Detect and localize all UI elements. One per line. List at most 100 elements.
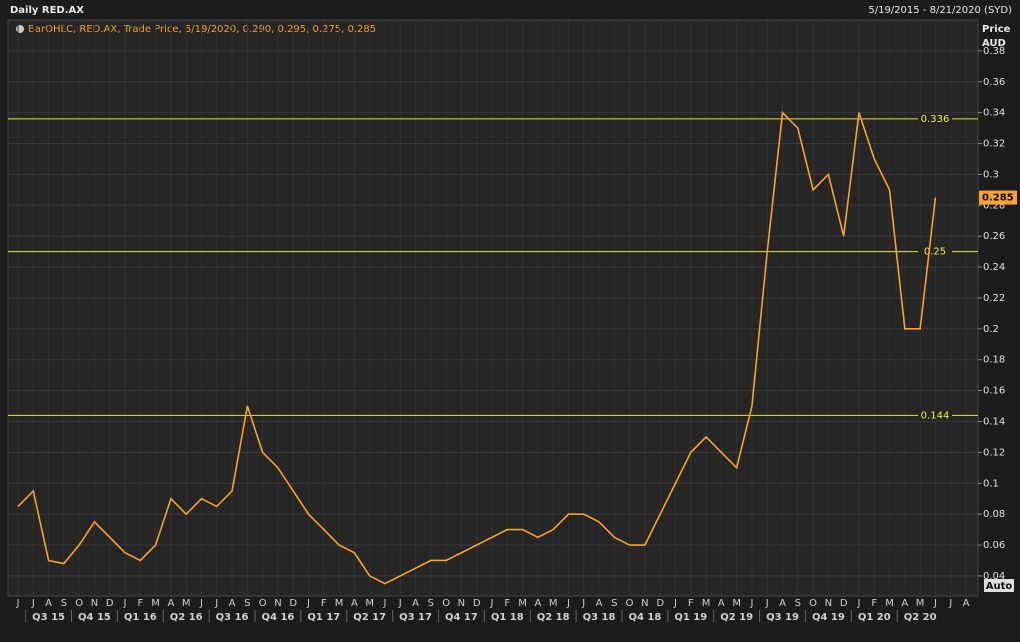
x-tick-label: S [428,598,434,609]
x-tick-label: M [702,598,711,609]
y-tick-label: 0.04 [983,571,1005,582]
x-tick-label: J [856,598,860,609]
y-tick-label: 0.32 [983,139,1005,150]
x-tick-label: J [749,598,753,609]
y-tick-label: 0.2 [983,324,999,335]
x-tick-label: M [335,598,344,609]
quarter-label: Q1 17 [307,612,340,623]
price-line [17,110,937,585]
plot-area [7,19,979,597]
legend-icon [16,25,24,33]
y-tick-label: 0.34 [983,108,1005,119]
quarter-label: Q3 15 [32,612,65,623]
y-tick-label: 0.08 [983,509,1005,520]
x-tick-label: N [458,598,465,609]
x-tick-label: J [31,598,35,609]
x-tick-label: O [442,598,450,609]
x-tick-label: J [16,598,20,609]
y-tick-label: 0.12 [983,447,1005,458]
x-tick-label: J [566,598,570,609]
quarter-label: Q4 17 [445,612,478,623]
quarter-label: Q4 18 [628,612,661,623]
quarter-label: Q4 16 [262,612,295,623]
x-tick-label: J [673,598,677,609]
x-tick-label: N [274,598,281,609]
x-tick-label: A [167,598,174,609]
x-tick-label: D [656,598,664,609]
y-tick-label: 0.1 [983,478,999,489]
y-tick-label: 0.06 [983,540,1005,551]
quarter-label: Q1 18 [491,612,524,623]
x-tick-label: O [259,598,267,609]
quarter-label: Q2 17 [353,612,386,623]
x-tick-label: J [490,598,494,609]
level-label-bg [918,112,952,125]
x-tick-label: J [933,598,937,609]
x-tick-label: D [106,598,114,609]
level-label: 0.336 [921,114,950,125]
y-tick-label: 0.28 [983,200,1005,211]
x-tick-label: J [306,598,310,609]
x-tick-label: M [518,598,527,609]
date-range: 5/19/2015 - 8/21/2020 (SYD) [868,5,1012,16]
chart-title: Daily RED.AX [10,5,84,16]
x-tick-label: F [321,598,327,609]
x-tick-label: M [732,598,741,609]
quarter-label: Q3 18 [583,612,616,623]
x-tick-label: J [948,598,952,609]
x-tick-label: D [473,598,481,609]
y-tick-label: 0.18 [983,355,1005,366]
x-tick-label: A [596,598,603,609]
quarter-label: Q2 16 [170,612,203,623]
x-tick-label: J [765,598,769,609]
last-price-label: 0.285 [982,193,1014,204]
x-tick-label: A [229,598,236,609]
x-tick-label: J [398,598,402,609]
auto-button[interactable] [984,579,1014,592]
x-tick-label: A [45,598,52,609]
x-tick-label: M [885,598,894,609]
x-tick-label: M [365,598,374,609]
x-tick-label: A [351,598,358,609]
level-label: 0.25 [924,247,946,258]
x-tick-label: S [244,598,250,609]
x-tick-label: N [825,598,832,609]
x-tick-label: J [382,598,386,609]
quarter-label: Q2 20 [904,612,937,623]
level-label: 0.144 [921,410,950,421]
y-tick-label: 0.36 [983,77,1005,88]
x-tick-label: N [641,598,648,609]
x-tick-label: A [963,598,970,609]
quarter-label: Q1 20 [858,612,891,623]
x-tick-label: J [199,598,203,609]
x-tick-label: A [412,598,419,609]
x-tick-label: A [779,598,786,609]
x-tick-label: F [688,598,694,609]
quarter-label: Q2 19 [720,612,753,623]
quarter-label: Q3 17 [399,612,432,623]
y-tick-label: 0.38 [983,46,1005,57]
x-tick-label: F [871,598,877,609]
last-price-box [979,190,1017,205]
x-tick-label: A [718,598,725,609]
quarter-label: Q4 15 [78,612,111,623]
y-axis-unit: AUD [982,38,1006,49]
auto-button-label[interactable]: Auto [986,581,1013,592]
x-tick-label: F [504,598,510,609]
level-label-bg [918,409,952,422]
y-tick-label: 0.24 [983,262,1005,273]
x-tick-label: S [61,598,67,609]
x-tick-label: D [840,598,848,609]
x-tick-label: F [137,598,143,609]
x-tick-label: N [91,598,98,609]
x-tick-label: M [549,598,558,609]
quarter-label: Q1 16 [124,612,157,623]
x-tick-label: M [916,598,925,609]
quarter-label: Q4 19 [812,612,845,623]
y-tick-label: 0.22 [983,293,1005,304]
quarter-label: Q3 19 [766,612,799,623]
legend-text: BarOHLC, RED.AX, Trade Price, 5/19/2020,… [28,24,376,35]
x-tick-label: O [626,598,634,609]
x-tick-label: S [795,598,801,609]
